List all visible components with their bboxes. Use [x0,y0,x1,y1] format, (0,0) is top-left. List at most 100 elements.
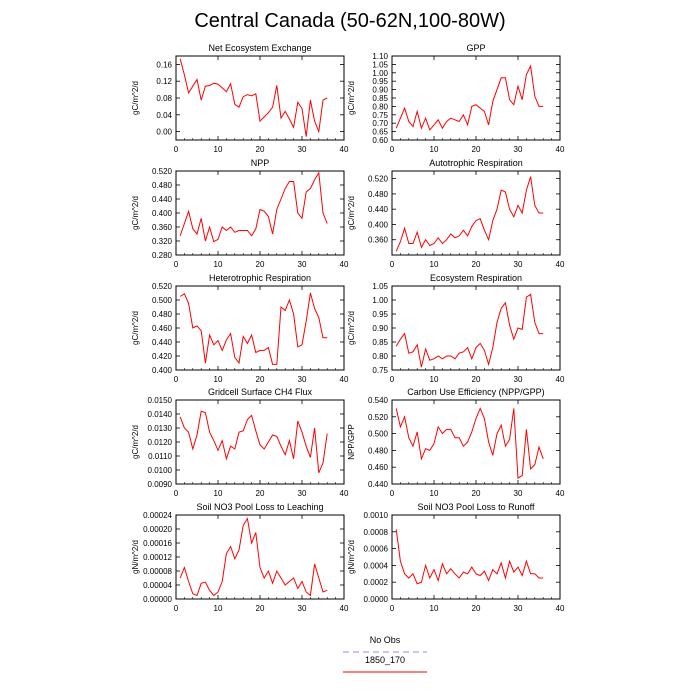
x-tick-label: 10 [214,604,223,613]
y-tick-label: 0.420 [152,352,173,361]
y-tick-label: 1.00 [372,296,388,305]
chart-panel: Ecosystem Respiration 0 10 20 30 40 0.75 0.80 0.… [347,273,565,384]
y-tick-label: 0.90 [372,86,388,95]
panels: Net Ecosystem Exchange 0 10 20 30 40 0.00 0.04 0… [131,43,565,613]
y-tick-label: 0.480 [368,446,389,455]
y-tick-label: 0.0010 [364,511,389,520]
series-line [395,529,544,585]
x-tick-label: 10 [430,145,439,154]
y-tick-label: 0.440 [152,195,173,204]
y-tick-label: 0.0110 [148,452,172,461]
chart-panel: Soil NO3 Pool Loss to Runoff 0 10 20 30 40 0.0… [347,502,565,613]
y-axis-label: gN/m^2/d [347,540,356,574]
x-tick-label: 0 [390,489,395,498]
x-tick-label: 30 [298,489,307,498]
plot-frame [391,170,561,256]
panel-title: Ecosystem Respiration [430,273,522,283]
x-tick-label: 20 [256,489,265,498]
y-tick-label: 0.00016 [143,539,172,548]
panel-title: Gridcell Surface CH4 Flux [208,387,313,397]
y-tick-label: 0.480 [368,190,389,199]
x-tick-label: 40 [340,375,349,384]
y-tick-label: 0.520 [152,282,173,291]
x-tick-label: 20 [256,145,265,154]
y-axis-label: gC/m^2/d [347,196,356,230]
series-line [179,292,328,365]
x-tick-label: 40 [556,145,565,154]
x-tick-label: 10 [430,604,439,613]
y-axis-label: gC/m^2/d [347,311,356,345]
panel-title: Carbon Use Efficiency (NPP/GPP) [407,387,544,397]
x-tick-label: 10 [214,260,223,269]
x-tick-label: 10 [430,260,439,269]
y-tick-label: 0.460 [152,324,173,333]
y-tick-label: 0.0090 [148,480,173,489]
plot-frame [391,399,561,485]
x-tick-label: 40 [340,260,349,269]
y-axis-label: gC/m^2/d [131,81,140,115]
y-tick-label: 0.0100 [148,466,173,475]
x-tick-label: 30 [298,604,307,613]
y-tick-label: 0.480 [152,310,173,319]
series-line [179,58,328,137]
chart-panel: Net Ecosystem Exchange 0 10 20 30 40 0.00 0.04 0… [131,43,349,154]
panel-title: GPP [466,43,485,53]
chart-panel: NPP 0 10 20 30 40 0.280 0.320 0.360 0.400 0.440 0.4… [131,158,349,269]
x-tick-label: 20 [472,260,481,269]
x-tick-label: 40 [556,375,565,384]
x-tick-label: 20 [256,260,265,269]
x-tick-label: 0 [174,375,179,384]
series-line [179,410,328,473]
x-tick-label: 0 [390,260,395,269]
y-tick-label: 0.00000 [143,595,172,604]
series-line [179,517,328,597]
plot-frame [391,55,561,141]
y-tick-label: 0.85 [372,94,388,103]
y-tick-label: 1.05 [372,282,388,291]
panel-title: Soil NO3 Pool Loss to Runoff [418,502,535,512]
y-tick-label: 0.00024 [143,511,172,520]
y-tick-label: 0.0006 [364,545,389,554]
y-tick-label: 0.60 [372,136,388,145]
y-tick-label: 0.540 [368,396,389,405]
x-tick-label: 10 [214,375,223,384]
x-tick-label: 10 [214,145,223,154]
plot-frame [391,285,561,371]
x-tick-label: 20 [472,145,481,154]
y-tick-label: 0.280 [152,251,173,260]
y-tick-label: 0.00004 [143,581,172,590]
y-tick-label: 0.0130 [148,424,173,433]
y-tick-label: 0.75 [372,111,388,120]
x-tick-label: 0 [390,604,395,613]
plot-frame [175,170,345,256]
legend-label: No Obs [370,635,401,645]
y-tick-label: 0.12 [156,77,172,86]
y-axis-label: gC/m^2/d [347,81,356,115]
x-tick-label: 30 [514,375,523,384]
plot-frame [391,514,561,600]
y-tick-label: 0.16 [156,60,172,69]
panel-title: NPP [251,158,270,168]
x-tick-label: 0 [174,145,179,154]
y-tick-label: 0.65 [372,128,388,137]
y-tick-label: 0.520 [152,167,173,176]
chart-panel: Gridcell Surface CH4 Flux 0 10 20 30 40 0.0090… [131,387,349,498]
x-tick-label: 20 [472,375,481,384]
x-tick-label: 30 [514,260,523,269]
y-tick-label: 0.85 [372,338,388,347]
x-tick-label: 40 [340,604,349,613]
y-tick-label: 0.440 [368,480,389,489]
y-tick-label: 0.520 [368,413,389,422]
figure-title: Central Canada (50-62N,100-80W) [194,10,505,32]
x-tick-label: 10 [430,375,439,384]
y-tick-label: 0.80 [372,102,388,111]
y-tick-label: 0.0150 [148,396,173,405]
y-axis-label: gC/m^2/d [131,311,140,345]
x-tick-label: 30 [514,604,523,613]
x-tick-label: 30 [298,145,307,154]
x-tick-label: 10 [430,489,439,498]
y-tick-label: 0.00012 [143,553,172,562]
panel-title: Net Ecosystem Exchange [208,43,311,53]
y-tick-label: 0.440 [152,338,173,347]
